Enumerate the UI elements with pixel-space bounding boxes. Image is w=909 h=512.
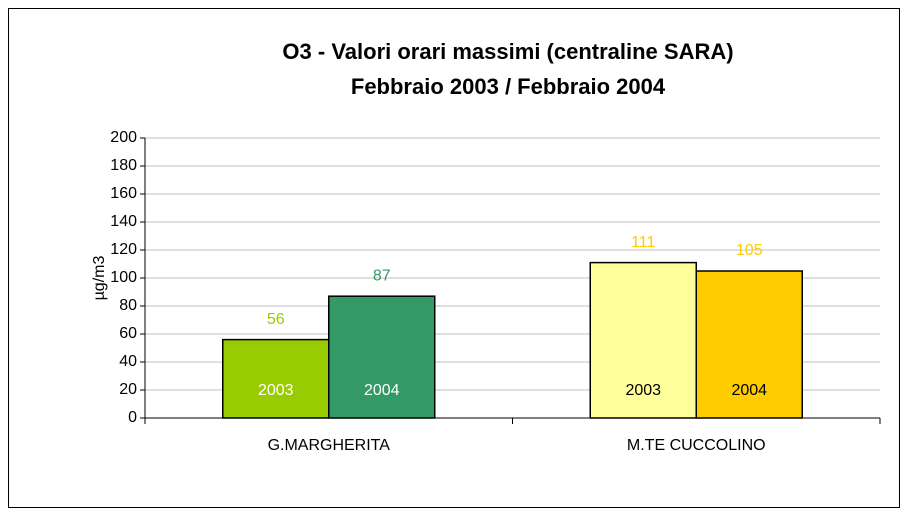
value-label: 87 [373, 267, 391, 284]
y-tick-label: 80 [119, 297, 137, 314]
x-tick-label: G.MARGHERITA [268, 437, 391, 454]
y-tick-label: 200 [110, 129, 137, 146]
y-tick-label: 0 [128, 409, 137, 426]
y-tick-label: 40 [119, 353, 137, 370]
bar [695, 270, 803, 419]
value-label: 56 [267, 311, 285, 328]
y-tick-label: 180 [110, 157, 137, 174]
y-tick-label: 160 [110, 185, 137, 202]
bar [589, 261, 697, 419]
y-tick-label: 140 [110, 213, 137, 230]
y-tick-label: 120 [110, 241, 137, 258]
bar-series-label: 2003 [625, 382, 661, 399]
bar [328, 295, 436, 419]
chart-frame [8, 8, 900, 508]
y-tick-label: 60 [119, 325, 137, 342]
chart-title: O3 - Valori orari massimi (centraline SA… [282, 39, 733, 64]
bar-series-label: 2004 [731, 382, 767, 399]
value-label: 105 [736, 242, 763, 259]
y-tick-label: 100 [110, 269, 137, 286]
bar-series-label: 2003 [258, 382, 294, 399]
chart-title: Febbraio 2003 / Febbraio 2004 [351, 74, 666, 99]
y-tick-label: 20 [119, 381, 137, 398]
bar [222, 338, 330, 419]
bar-series-label: 2004 [364, 382, 400, 399]
y-axis-label: µg/m3 [91, 256, 108, 301]
value-label: 111 [631, 234, 655, 251]
x-tick-label: M.TE CUCCOLINO [627, 437, 766, 454]
